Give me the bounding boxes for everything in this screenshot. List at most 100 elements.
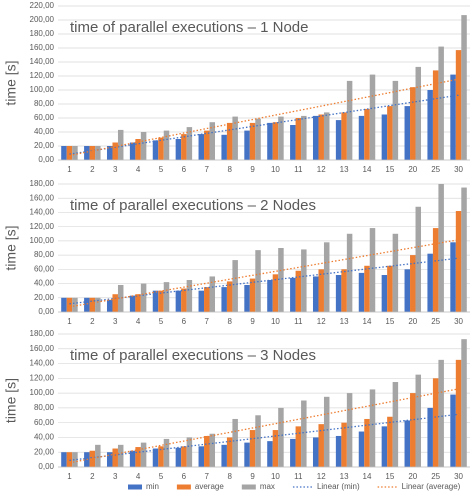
bar [381,426,388,467]
legend-swatch [176,484,191,490]
bar [61,297,67,312]
y-tick-label: 40,00 [34,279,55,288]
y-tick-label: 140,00 [30,208,55,217]
bar [364,108,370,160]
bar [226,437,233,467]
bar [61,452,67,467]
bar [175,139,182,160]
trendline [69,78,459,157]
bar [301,115,307,160]
bar [438,184,444,312]
bar [323,242,330,312]
bar [387,265,393,312]
bar [255,415,261,467]
y-tick-label: 80,00 [34,403,55,412]
bar [152,140,159,160]
bar [346,393,353,467]
bar [410,255,416,312]
bar [72,452,78,467]
bar [198,134,205,160]
x-tick-label: 4 [136,165,141,174]
x-tick-label: 10 [271,165,280,174]
y-tick-label: 60,00 [34,264,55,273]
x-tick-label: 7 [205,472,210,481]
bar [158,137,164,160]
y-tick-label: 80,00 [34,250,55,259]
bar [290,277,296,312]
legend-swatch [241,484,256,490]
bar [346,233,353,312]
x-tick-label: 25 [431,165,440,174]
y-tick-label: 100,00 [30,388,55,397]
bar [232,116,238,160]
y-axis-label: time [s] [3,378,19,423]
legend-label: min [146,482,159,491]
bar [117,129,124,160]
x-tick-label: 6 [182,472,187,481]
bar [346,80,353,160]
bar [135,447,141,467]
bar [72,297,78,312]
x-tick-label: 10 [271,472,280,481]
x-tick-label: 1 [67,165,72,174]
bar [450,74,456,160]
bar [163,438,170,467]
bar [461,339,467,467]
bar [427,407,433,467]
bar [410,393,416,467]
bar [387,416,393,467]
x-tick-label: 1 [67,317,72,326]
x-tick-label: 1 [67,472,72,481]
bar [392,233,399,312]
bar [152,448,159,467]
y-tick-label: 180,00 [30,29,55,38]
bar [106,146,113,160]
y-axis-label: time [s] [3,225,19,270]
bar [221,444,227,467]
bar [272,274,279,312]
bar [112,448,118,467]
bar [341,422,347,467]
bar [278,248,284,312]
bar [341,269,347,312]
trendline [69,257,459,305]
bar [226,281,233,312]
y-tick-label: 140,00 [30,57,55,66]
x-tick-label: 5 [159,472,164,481]
x-tick-label: 15 [385,317,394,326]
bar [89,297,96,312]
bar [295,426,302,467]
bar [112,142,118,160]
bar [290,125,296,160]
x-tick-label: 25 [431,472,440,481]
x-tick-label: 9 [250,317,255,326]
bar [369,74,376,160]
bar [455,50,462,160]
bar [221,134,227,160]
x-tick-label: 14 [363,317,372,326]
bar [461,15,467,160]
bar [404,420,411,467]
bar [404,106,411,160]
x-tick-label: 14 [363,165,372,174]
x-tick-label: 30 [454,317,463,326]
bar [438,46,444,160]
bar [392,80,399,160]
bar [204,130,210,160]
bar [66,452,73,467]
bar [181,288,187,312]
bar [358,115,365,160]
x-tick-label: 7 [205,317,210,326]
bar [387,106,393,160]
x-tick-label: 20 [408,317,417,326]
bar [318,114,324,160]
bar [335,120,342,160]
y-tick-label: 40,00 [34,127,55,136]
y-tick-label: 100,00 [30,236,55,245]
x-tick-label: 5 [159,317,164,326]
bar [295,118,302,160]
y-tick-label: 160,00 [30,193,55,202]
y-tick-label: 180,00 [30,329,55,338]
trendline [69,239,459,308]
bar [152,290,159,312]
